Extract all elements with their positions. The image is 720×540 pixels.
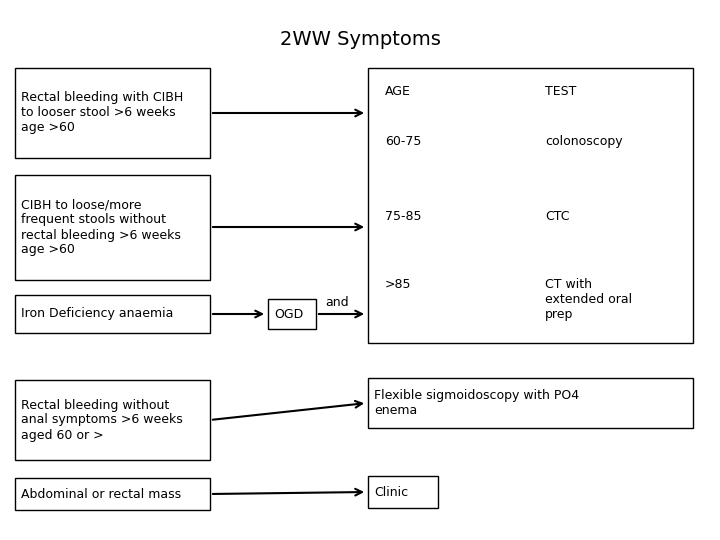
Text: and: and	[325, 295, 348, 308]
Text: CT with
extended oral
prep: CT with extended oral prep	[545, 278, 632, 321]
Text: >85: >85	[385, 278, 412, 291]
Bar	[368, 68, 693, 343]
Text: TEST: TEST	[545, 85, 577, 98]
Text: OGD: OGD	[274, 307, 303, 321]
Bar	[15, 380, 210, 460]
Text: Clinic: Clinic	[374, 485, 408, 498]
Bar	[15, 478, 210, 510]
Bar	[15, 295, 210, 333]
Text: 60-75: 60-75	[385, 135, 421, 148]
Bar	[15, 68, 210, 158]
Bar	[368, 476, 438, 508]
Text: Abdominal or rectal mass: Abdominal or rectal mass	[21, 488, 181, 501]
Text: 2WW Symptoms: 2WW Symptoms	[279, 30, 441, 49]
Text: colonoscopy: colonoscopy	[545, 135, 623, 148]
Text: Iron Deficiency anaemia: Iron Deficiency anaemia	[21, 307, 174, 321]
Text: CTC: CTC	[545, 210, 570, 223]
Bar	[268, 299, 316, 329]
Bar	[368, 378, 693, 428]
Text: 75-85: 75-85	[385, 210, 421, 223]
Bar	[15, 175, 210, 280]
Text: AGE: AGE	[385, 85, 411, 98]
Text: CIBH to loose/more
frequent stools without
rectal bleeding >6 weeks
age >60: CIBH to loose/more frequent stools witho…	[21, 199, 181, 256]
Text: Rectal bleeding with CIBH
to looser stool >6 weeks
age >60: Rectal bleeding with CIBH to looser stoo…	[21, 91, 184, 134]
Text: Rectal bleeding without
anal symptoms >6 weeks
aged 60 or >: Rectal bleeding without anal symptoms >6…	[21, 399, 183, 442]
Text: Flexible sigmoidoscopy with PO4
enema: Flexible sigmoidoscopy with PO4 enema	[374, 389, 579, 417]
